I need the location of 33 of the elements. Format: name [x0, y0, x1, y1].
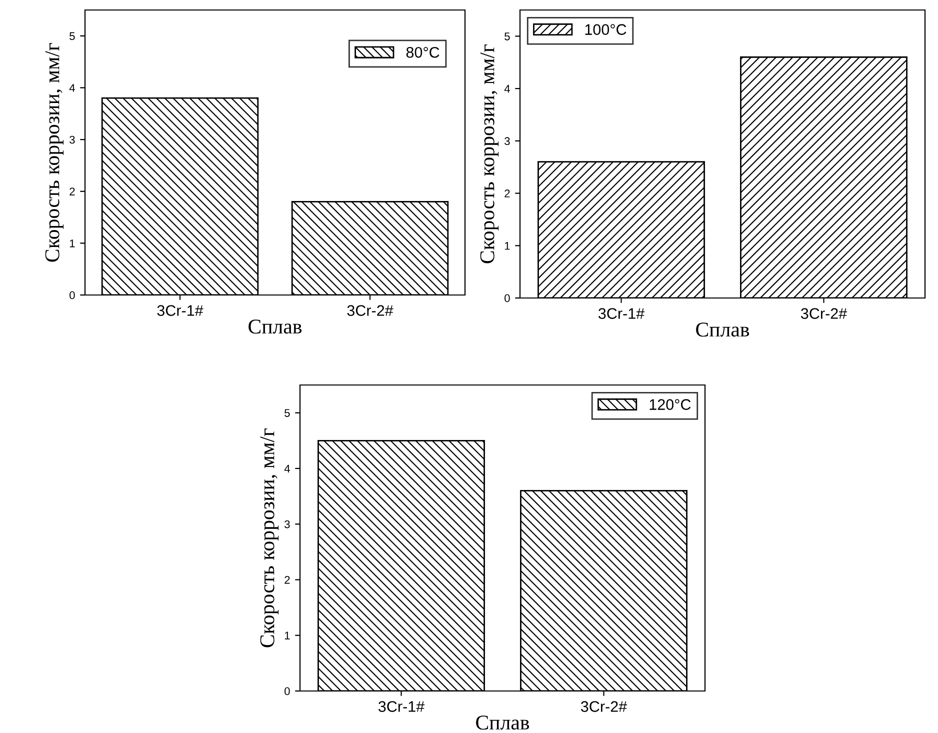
y-tick-label: 1 [70, 240, 75, 248]
y-tick-label: 5 [70, 32, 75, 40]
y-tick-label: 5 [504, 32, 510, 40]
x-tick-label: 3Cr-2# [580, 701, 628, 712]
y-tick-label: 4 [504, 84, 510, 93]
x-tick-label: 3Cr-1# [598, 308, 645, 319]
y-tick-label: 3 [504, 137, 510, 146]
y-tick-label: 0 [504, 294, 510, 302]
x-tick-label: 3Cr-2# [347, 305, 394, 316]
legend-label: 100°C [585, 24, 626, 35]
y-tick-label: 2 [284, 576, 290, 584]
y-axis-title: Скорость коррозии, мм/г [45, 42, 64, 262]
y-tick-label: 2 [504, 190, 510, 198]
x-axis-title: Сплав [476, 716, 530, 730]
legend-label: 120°C [650, 399, 691, 410]
x-axis-title: Сплав [248, 320, 302, 334]
y-tick-label: 5 [284, 409, 290, 417]
y-tick-label: 1 [504, 242, 510, 250]
y-tick-label: 0 [284, 687, 290, 696]
x-axis-title: Сплав [696, 322, 750, 337]
y-axis-title: Скорость коррозии, мм/г [260, 428, 279, 648]
x-tick-label: 3Cr-2# [800, 308, 848, 319]
y-tick-label: 1 [284, 632, 290, 640]
y-tick-label: 2 [70, 188, 75, 196]
x-tick-label: 3Cr-1# [157, 305, 204, 316]
y-tick-label: 3 [70, 136, 75, 144]
x-tick-label: 3Cr-1# [378, 701, 425, 712]
y-tick-label: 3 [284, 520, 290, 528]
y-tick-label: 4 [284, 464, 290, 472]
y-axis-title: Скорость коррозии, мм/г [480, 44, 499, 264]
y-tick-label: 4 [69, 84, 75, 92]
y-tick-label: 0 [70, 291, 75, 300]
legend-label: 80°C [406, 46, 440, 58]
